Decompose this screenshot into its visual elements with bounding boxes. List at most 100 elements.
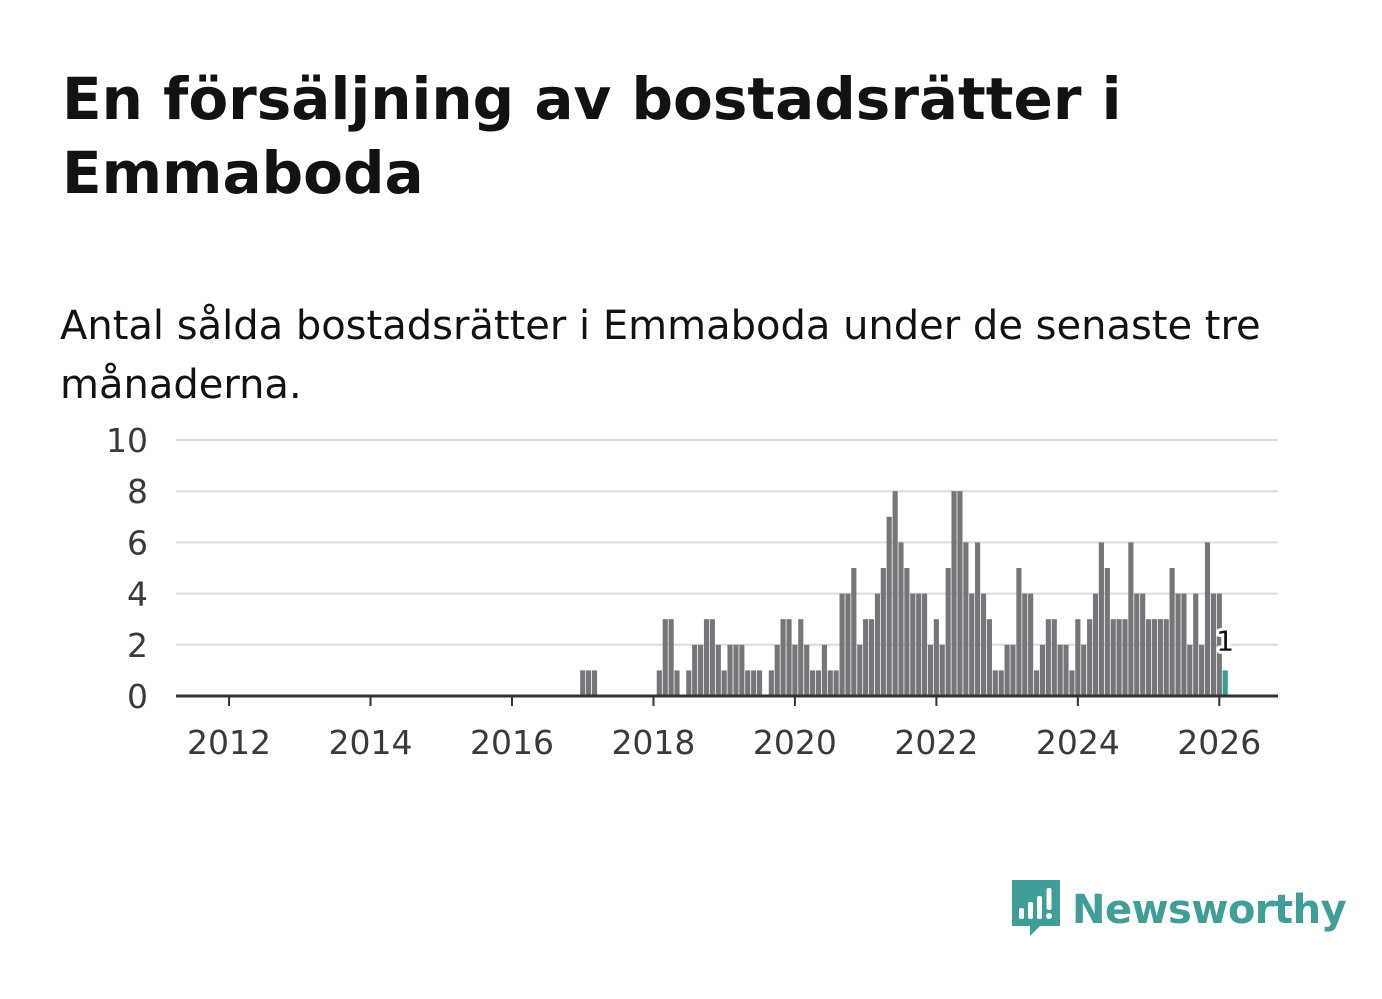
bar [657,670,662,696]
bar [1034,670,1039,696]
bar [857,645,862,696]
x-tick-label: 2012 [187,723,271,762]
bar [1205,542,1210,696]
bar [863,619,868,696]
bar [798,619,803,696]
bar [840,594,845,696]
bar [1052,619,1057,696]
newsworthy-logo[interactable]: Newsworthy [1010,878,1346,942]
bar [987,619,992,696]
bar [869,619,874,696]
bar [951,491,956,696]
bar [804,645,809,696]
bar [669,619,674,696]
bar [910,594,915,696]
bar [851,568,856,696]
x-tick-label: 2022 [894,723,978,762]
bar [845,594,850,696]
bar [674,670,679,696]
bar [928,645,933,696]
y-tick-label: 10 [106,421,148,460]
bar [975,542,980,696]
x-tick-label: 2026 [1177,723,1261,762]
bar [822,645,827,696]
x-tick-label: 2020 [753,723,837,762]
bar [1069,670,1074,696]
bar [781,619,786,696]
y-axis-ticks: 0 2 4 6 8 10 [106,421,148,716]
bar [1146,619,1151,696]
bar-chart: 0 2 4 6 8 10 2012 2 0 1 4 2016 2018 2020 2022 2024 2026… [0,0,1382,999]
bar [1040,645,1045,696]
y-tick-label: 4 [127,575,148,614]
bar [733,645,738,696]
bar [1187,645,1192,696]
bar [1134,594,1139,696]
bar [1175,594,1180,696]
bar [1063,645,1068,696]
bar [1046,619,1051,696]
bar [1152,619,1157,696]
bar [963,542,968,696]
bar [934,619,939,696]
bar [1122,619,1127,696]
x-tick-label: 2018 [611,723,695,762]
bar [710,619,715,696]
y-tick-label: 8 [127,472,148,511]
y-tick-label: 6 [127,523,148,562]
highlight-bar [1223,670,1228,696]
y-tick-label: 0 [127,677,148,716]
bar [1058,645,1063,696]
bar [1128,542,1133,696]
bar [946,568,951,696]
x-axis-ticks: 2012 2014 2016 2018 2020 2022 2024 2026 [187,696,1261,762]
bar [1093,594,1098,696]
bar [940,645,945,696]
bar [698,645,703,696]
bar [686,670,691,696]
x-tick-label: 2024 [1036,723,1120,762]
bar [887,517,892,696]
bar [716,645,721,696]
bar [692,645,697,696]
bar [1193,594,1198,696]
bar [580,670,585,696]
bar [969,594,974,696]
bar [745,670,750,696]
bar [792,645,797,696]
bar [1087,619,1092,696]
bar [1211,594,1216,696]
bar [1181,594,1186,696]
bar [663,619,668,696]
bar [722,670,727,696]
x-tick-label: 2016 [470,723,554,762]
bar [1016,568,1021,696]
newsworthy-logo-icon [1010,878,1062,942]
bar [810,670,815,696]
bar [1140,594,1145,696]
y-tick-label: 2 [127,626,148,665]
bar [1105,568,1110,696]
bar [1170,568,1175,696]
bar [1117,619,1122,696]
bar [1111,619,1116,696]
bar [916,594,921,696]
bar [981,594,986,696]
bar [834,670,839,696]
bar [875,594,880,696]
bar [757,670,762,696]
bar [957,491,962,696]
bar [1028,594,1033,696]
bar [586,670,591,696]
bar [786,619,791,696]
bar [904,568,909,696]
bar [1199,645,1204,696]
gridlines [176,440,1278,645]
bar [993,670,998,696]
bar [1022,594,1027,696]
bar [1010,645,1015,696]
bar [1081,645,1086,696]
bar [739,645,744,696]
bar [1005,645,1010,696]
annotations: 1 [1216,624,1234,657]
